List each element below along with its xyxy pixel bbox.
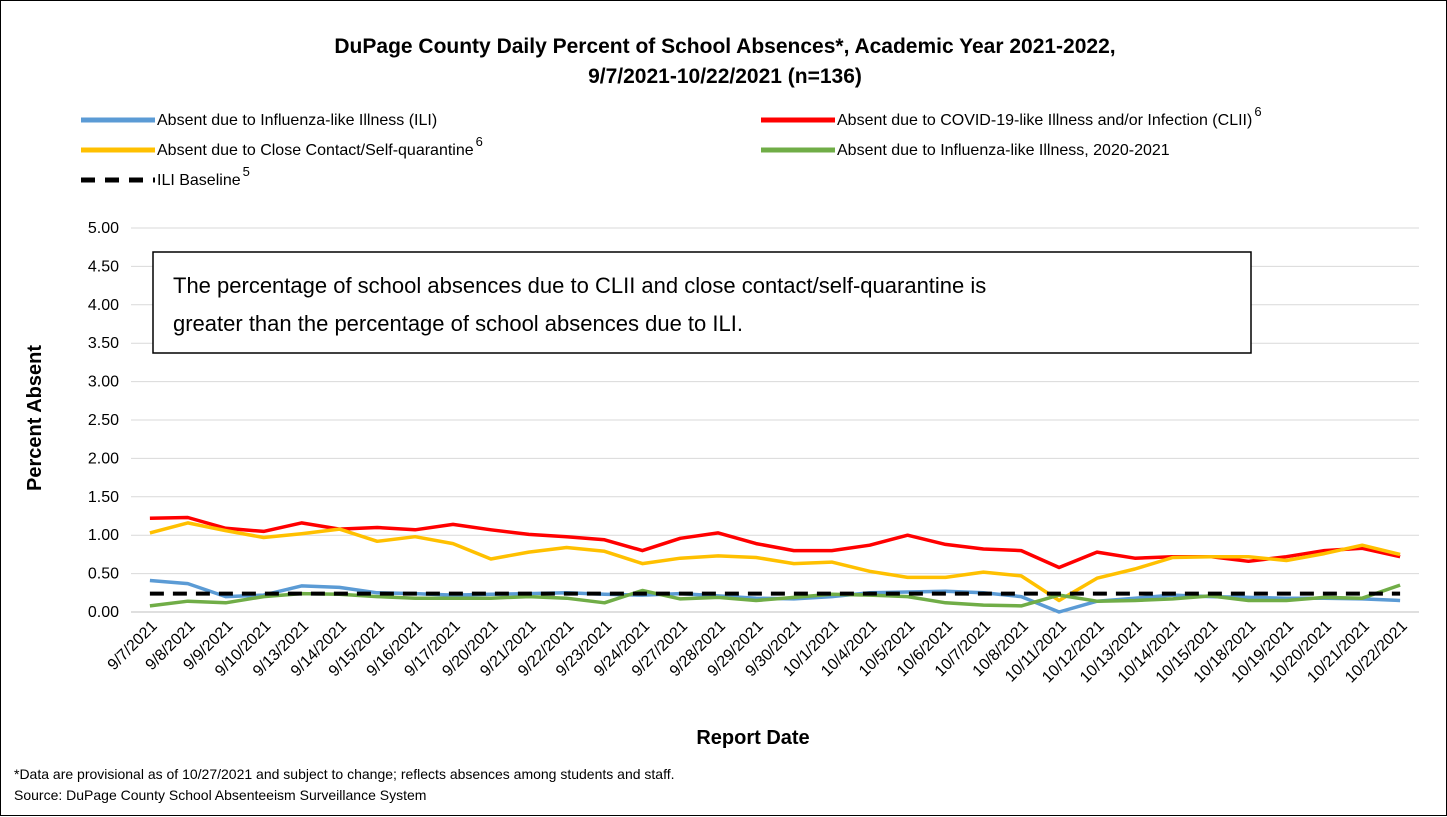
- y-axis-ticks: 0.00 0.50 1.00 1.50 2.00 2.50 3.00 3.50 4.00 4.50…: [88, 220, 119, 621]
- y-axis-title: Percent Absent: [24, 345, 46, 491]
- legend-label-2: Absent due to COVID-19-like Illness and/…: [837, 112, 1252, 129]
- annotation-box: [152, 251, 1252, 354]
- x-axis-ticks: 9/7/20219/8/20219/9/20219/10/20219/13/20…: [105, 618, 1411, 687]
- y-tick-label: 0.00: [88, 604, 119, 621]
- legend-label-4: Absent due to Influenza-like Illness, 20…: [837, 142, 1170, 159]
- series-line-3: [149, 521, 1401, 603]
- chart-title-line2: 9/7/2021-10/22/2021 (n=136): [588, 65, 862, 88]
- legend: Absent due to Influenza-like Illness (IL…: [81, 104, 1262, 189]
- y-tick-label: 4.00: [88, 297, 119, 314]
- legend-label-1: Absent due to Influenza-like Illness (IL…: [157, 112, 437, 129]
- annotation-line2: greater than the percentage of school ab…: [173, 311, 743, 336]
- x-axis-title: Report Date: [696, 727, 809, 749]
- y-tick-label: 4.50: [88, 258, 119, 275]
- chart-title-line1: DuPage County Daily Percent of School Ab…: [334, 35, 1115, 58]
- y-tick-label: 1.00: [88, 527, 119, 544]
- legend-superscript-5: 5: [243, 164, 250, 179]
- footnote-source: Source: DuPage County School Absenteeism…: [14, 787, 426, 803]
- series-lines: [149, 515, 1401, 614]
- footnote-provisional: *Data are provisional as of 10/27/2021 a…: [14, 766, 675, 782]
- y-tick-label: 2.50: [88, 412, 119, 429]
- annotation-line1: The percentage of school absences due to…: [173, 273, 986, 298]
- y-tick-label: 2.00: [88, 450, 119, 467]
- legend-label-3: Absent due to Close Contact/Self-quarant…: [157, 142, 474, 159]
- y-tick-label: 1.50: [88, 489, 119, 506]
- legend-superscript-2: 6: [1254, 104, 1261, 119]
- y-tick-label: 0.50: [88, 566, 119, 583]
- legend-superscript-3: 6: [476, 134, 483, 149]
- y-tick-label: 3.00: [88, 374, 119, 391]
- y-tick-label: 3.50: [88, 335, 119, 352]
- legend-label-5: ILI Baseline: [157, 172, 241, 189]
- y-tick-label: 5.00: [88, 220, 119, 237]
